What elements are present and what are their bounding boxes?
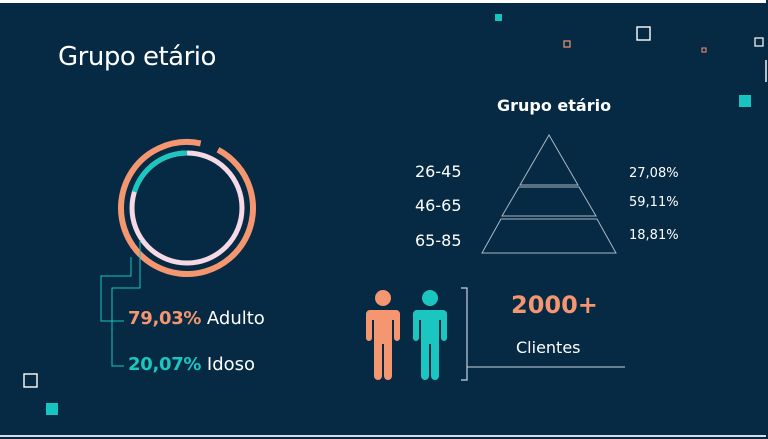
age-label-65-85: 65-85 — [415, 231, 462, 250]
person-icon-adult — [366, 290, 400, 380]
pyramid-tier-46-65 — [501, 186, 597, 217]
age-label-26-45: 26-45 — [415, 162, 462, 181]
decor-square — [636, 26, 651, 41]
decor-square — [46, 403, 58, 415]
page-title: Grupo etário — [58, 42, 216, 72]
legend-adulto-label: Adulto — [206, 308, 265, 329]
decor-square — [739, 95, 751, 107]
pct-label-46-65: 59,11% — [629, 195, 679, 210]
clients-count: 2000+ — [511, 291, 598, 319]
pct-label-26-45: 27,08% — [629, 166, 679, 181]
decor-square — [563, 40, 571, 48]
pyramid-tier-26-45 — [519, 134, 579, 186]
legend-connector-idoso — [111, 240, 141, 367]
decor-square — [754, 37, 764, 47]
donut-outer-ring — [117, 139, 256, 277]
legend-adulto: 79,03% Adulto — [128, 308, 265, 329]
age-label-46-65: 46-65 — [415, 196, 462, 215]
decor-square — [701, 47, 707, 53]
pyramid-tier-65-85 — [481, 218, 617, 254]
person-icon-elderly — [413, 290, 447, 380]
legend-adulto-value: 79,03% — [128, 308, 202, 329]
pyramid-title: Grupo etário — [497, 96, 612, 115]
decor-square — [23, 373, 38, 388]
legend-idoso-label: Idoso — [206, 354, 256, 375]
legend-idoso: 20,07% Idoso — [128, 354, 255, 375]
legend-connector-adulto — [100, 257, 132, 322]
pct-label-65-85: 18,81% — [629, 228, 679, 243]
clients-label: Clientes — [516, 338, 581, 357]
clients-bracket — [461, 287, 468, 381]
legend-idoso-value: 20,07% — [128, 354, 202, 375]
donut-slice-idoso — [129, 150, 245, 266]
decor-square — [495, 14, 502, 21]
